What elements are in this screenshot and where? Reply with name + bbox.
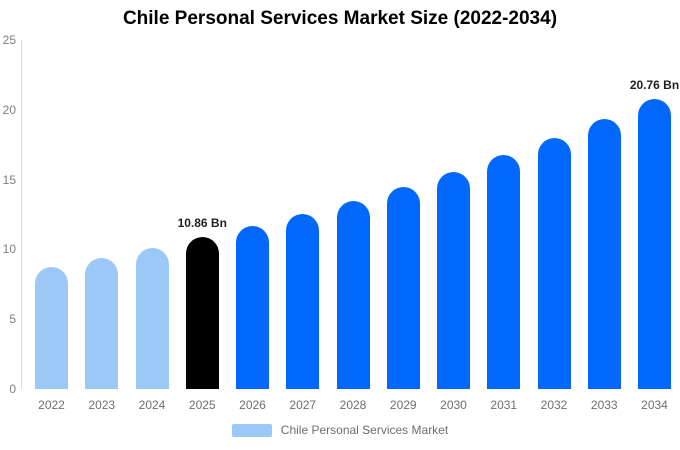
bar-2029: [386, 186, 420, 389]
y-axis-tick-label: 0: [9, 382, 16, 396]
bar-2026: [236, 226, 269, 389]
x-axis-label-2027: 2027: [289, 398, 317, 412]
x-axis-label-2034: 2034: [641, 398, 668, 412]
legend-label: Chile Personal Services Market: [280, 423, 449, 437]
bar-2025: [185, 237, 219, 389]
y-axis-tick-label: 10: [2, 242, 16, 257]
x-axis-label-2033: 2033: [590, 398, 618, 412]
bar-2023: [85, 257, 119, 389]
value-label-2034: 20.76 Bn: [629, 78, 680, 93]
bar-2022: [35, 266, 68, 389]
x-axis-label-2029: 2029: [389, 398, 417, 412]
bar-2028: [336, 200, 370, 389]
x-axis-label-2026: 2026: [239, 398, 266, 412]
bar-2034: [638, 99, 671, 389]
x-axis-label-2024: 2024: [138, 398, 166, 412]
bar-2033: [587, 119, 621, 389]
x-axis-label-2022: 2022: [38, 398, 65, 412]
y-axis-line: [21, 40, 22, 389]
x-axis-label-2030: 2030: [440, 398, 467, 412]
y-axis-tick-label: 5: [9, 312, 16, 327]
bar-2030: [437, 171, 470, 389]
bar-2027: [286, 213, 320, 389]
x-axis-label-2028: 2028: [339, 398, 367, 412]
bar-2032: [537, 137, 571, 389]
value-label-2025: 10.86 Bn: [177, 216, 227, 231]
y-axis-tick-label: 20: [2, 102, 16, 117]
x-axis-label-2025: 2025: [188, 398, 216, 412]
y-axis-tick-label: 25: [2, 33, 16, 47]
legend[interactable]: Chile Personal Services Market: [0, 423, 680, 437]
bar-2031: [487, 155, 521, 389]
y-axis-tick-label: 15: [2, 172, 16, 187]
x-axis-label-2023: 2023: [88, 398, 116, 412]
x-axis-label-2031: 2031: [490, 398, 518, 412]
bar-2024: [135, 247, 169, 389]
x-axis-label-2032: 2032: [540, 398, 568, 412]
chart-title: Chile Personal Services Market Size (202…: [122, 8, 558, 29]
legend-swatch: [231, 423, 272, 437]
